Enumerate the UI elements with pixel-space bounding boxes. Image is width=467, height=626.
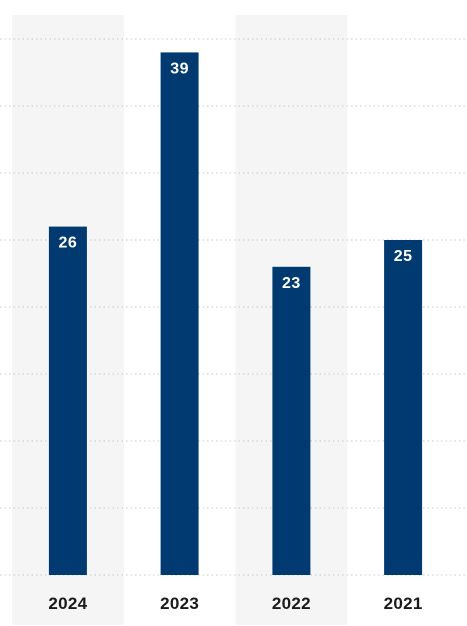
bar-value-label: 25 xyxy=(394,248,413,265)
x-axis-tick-labels: 2024 2023 2022 2021 xyxy=(48,594,422,613)
x-tick-label: 2022 xyxy=(272,594,311,613)
bar xyxy=(384,240,423,575)
bar xyxy=(48,226,87,575)
bar-value-label: 39 xyxy=(170,60,189,77)
x-tick-label: 2024 xyxy=(48,594,87,613)
bar xyxy=(160,52,199,575)
bar xyxy=(272,266,311,575)
x-tick-label: 2023 xyxy=(160,594,199,613)
bars xyxy=(48,52,423,575)
x-tick-label: 2021 xyxy=(384,594,423,613)
bar-value-label: 23 xyxy=(282,275,301,292)
value-labels: 26 39 23 25 xyxy=(59,60,413,292)
bar-value-label: 26 xyxy=(59,235,78,252)
